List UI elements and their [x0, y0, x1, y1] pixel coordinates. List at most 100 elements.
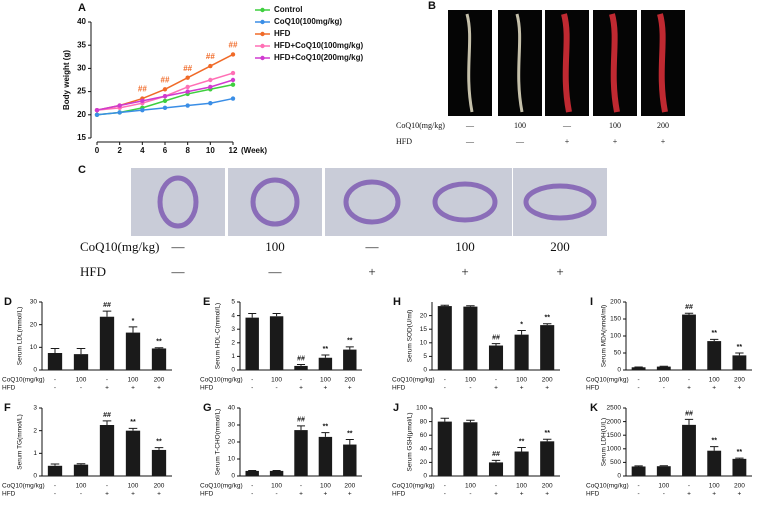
column-label: — — [171, 239, 186, 254]
bar — [656, 466, 671, 476]
y-axis-label: Serum T-CHO(mmol/L) — [215, 409, 222, 476]
y-tick-label: 0 — [33, 367, 37, 374]
y-tick-label: 10 — [228, 456, 236, 463]
x-tick-label: - — [444, 491, 446, 498]
x-tick-label: + — [324, 385, 328, 392]
bar — [125, 430, 141, 476]
y-tick-label: 20 — [228, 439, 236, 446]
category-row-label: HFD — [2, 385, 16, 392]
y-tick-label: 40 — [228, 405, 236, 412]
x-tick-label: - — [106, 483, 108, 490]
y-tick-label: 5 — [423, 353, 427, 360]
y-tick-label: 200 — [610, 299, 621, 306]
bar — [463, 422, 478, 476]
aorta-tissue — [609, 13, 620, 113]
significance-label: ** — [544, 315, 550, 322]
y-tick-label: 40 — [77, 17, 86, 26]
y-tick-label: 0 — [423, 367, 427, 374]
panel-letter: D — [4, 296, 12, 308]
x-tick-label: - — [663, 385, 665, 392]
x-tick-label: - — [688, 377, 690, 384]
x-tick-label: 100 — [76, 377, 87, 384]
bar — [318, 357, 333, 370]
x-tick-label: 100 — [76, 483, 87, 490]
x-tick-label: - — [444, 377, 446, 384]
x-tick-label: - — [469, 491, 471, 498]
category-row-label: HFD — [586, 385, 600, 392]
y-tick-label: 30 — [77, 64, 86, 73]
significance-label: ## — [138, 85, 147, 94]
category-row-label: CoQ10(mg/kg) — [200, 377, 243, 384]
y-tick-label: 0 — [617, 473, 621, 480]
y-tick-label: 20 — [420, 312, 428, 319]
column-label: + — [556, 264, 563, 279]
bar — [245, 470, 259, 476]
series-marker — [140, 107, 145, 113]
series-marker — [162, 98, 168, 104]
x-tick-label: + — [520, 385, 524, 392]
error-bar — [248, 313, 257, 318]
error-bar — [102, 420, 112, 425]
error-bar — [128, 427, 138, 431]
panel-letter: G — [203, 402, 212, 414]
legend-marker — [260, 31, 265, 37]
error-bar — [50, 347, 60, 353]
significance-label: ** — [711, 330, 717, 337]
x-tick-label: - — [300, 483, 302, 490]
column-label: + — [661, 137, 666, 146]
column-label: — — [515, 137, 525, 146]
bar — [294, 430, 308, 476]
significance-label: ** — [347, 338, 353, 345]
legend-label: CoQ10(100mg/kg) — [274, 17, 342, 26]
x-tick-label: - — [495, 377, 497, 384]
x-tick-label: + — [131, 491, 135, 498]
series-marker — [208, 101, 213, 106]
bar — [99, 425, 115, 476]
significance-label: ## — [297, 355, 305, 362]
significance-label: ** — [156, 339, 162, 346]
significance-label: ## — [103, 412, 111, 419]
x-tick-label: 100 — [320, 483, 331, 490]
bar — [540, 325, 555, 370]
legend-label: HFD+CoQ10(100mg/kg) — [274, 41, 363, 50]
x-tick-label: + — [520, 491, 524, 498]
y-tick-label: 30 — [30, 299, 38, 306]
bar — [294, 365, 308, 370]
x-tick-label: - — [106, 377, 108, 384]
vessel-section — [250, 177, 300, 227]
x-tick-label: + — [712, 385, 716, 392]
y-tick-label: 10 — [420, 340, 428, 347]
bar — [732, 355, 747, 370]
bar — [269, 316, 284, 370]
y-tick-label: 4 — [231, 312, 235, 319]
category-row-label: HFD — [586, 491, 600, 498]
series-marker — [162, 94, 168, 99]
error-bar — [50, 463, 60, 466]
bar — [631, 466, 646, 476]
x-tick-label: 100 — [516, 483, 527, 490]
y-axis-label: Serum GSH(μmol/L) — [407, 412, 414, 471]
x-tick-label: 200 — [344, 483, 355, 490]
error-bar — [542, 438, 552, 442]
x-tick-label: - — [80, 491, 82, 498]
column-label: — — [465, 121, 475, 130]
x-tick-label: - — [688, 483, 690, 490]
y-axis-label: Serum LDL(mmol/L) — [17, 307, 24, 366]
y-tick-label: 30 — [228, 422, 236, 429]
y-tick-label: 15 — [420, 326, 428, 333]
error-bar — [321, 432, 330, 437]
x-tick-label: + — [494, 385, 498, 392]
legend-marker — [260, 55, 265, 61]
legend-marker — [260, 19, 265, 25]
category-row-label: HFD — [392, 385, 406, 392]
bar — [125, 332, 141, 370]
series-marker — [94, 107, 100, 113]
bar — [437, 421, 452, 476]
x-tick-label: - — [638, 385, 640, 392]
y-tick-label: 0 — [423, 473, 427, 480]
x-tick-label: - — [54, 377, 56, 384]
error-bar — [76, 347, 86, 355]
x-tick-label: - — [54, 491, 56, 498]
series-marker — [230, 96, 236, 101]
